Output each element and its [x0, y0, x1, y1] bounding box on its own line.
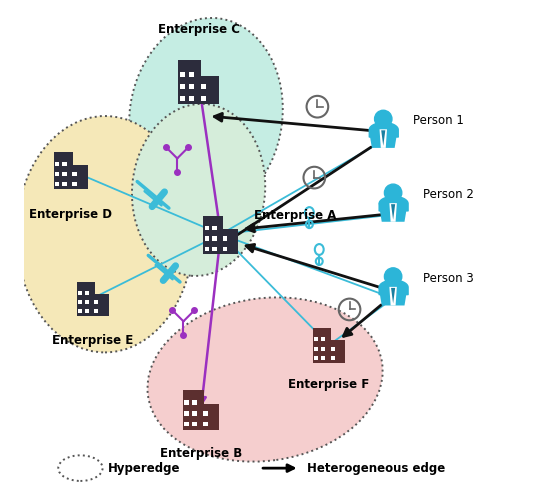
FancyBboxPatch shape: [188, 96, 194, 101]
FancyBboxPatch shape: [94, 309, 98, 313]
FancyBboxPatch shape: [78, 300, 82, 304]
FancyBboxPatch shape: [321, 357, 325, 361]
FancyBboxPatch shape: [72, 172, 77, 176]
FancyBboxPatch shape: [212, 236, 217, 241]
FancyBboxPatch shape: [203, 411, 208, 416]
FancyBboxPatch shape: [321, 337, 325, 342]
FancyBboxPatch shape: [185, 411, 189, 416]
FancyBboxPatch shape: [68, 165, 87, 189]
Text: Heterogeneous edge: Heterogeneous edge: [307, 462, 445, 475]
Polygon shape: [389, 203, 397, 222]
Polygon shape: [379, 287, 408, 305]
FancyBboxPatch shape: [77, 282, 95, 316]
FancyBboxPatch shape: [78, 309, 82, 313]
FancyBboxPatch shape: [178, 60, 201, 105]
Circle shape: [384, 268, 402, 285]
FancyBboxPatch shape: [185, 400, 189, 405]
FancyBboxPatch shape: [314, 347, 319, 351]
FancyBboxPatch shape: [85, 291, 89, 295]
Text: Enterprise D: Enterprise D: [29, 208, 112, 221]
Polygon shape: [381, 130, 386, 146]
FancyBboxPatch shape: [62, 162, 66, 166]
Polygon shape: [380, 129, 387, 148]
FancyBboxPatch shape: [72, 182, 77, 186]
FancyBboxPatch shape: [180, 72, 185, 77]
FancyBboxPatch shape: [201, 96, 206, 101]
Ellipse shape: [147, 297, 383, 462]
Text: Enterprise E: Enterprise E: [52, 334, 133, 347]
FancyBboxPatch shape: [180, 84, 185, 89]
Text: Person 3: Person 3: [423, 272, 474, 285]
FancyBboxPatch shape: [62, 172, 66, 176]
Text: Hyperedge: Hyperedge: [107, 462, 180, 475]
FancyBboxPatch shape: [205, 236, 209, 241]
FancyBboxPatch shape: [94, 300, 98, 304]
FancyBboxPatch shape: [331, 357, 335, 361]
FancyBboxPatch shape: [212, 226, 217, 230]
Polygon shape: [369, 129, 398, 148]
FancyBboxPatch shape: [205, 226, 209, 230]
Polygon shape: [379, 203, 408, 222]
FancyBboxPatch shape: [222, 247, 227, 251]
Ellipse shape: [16, 116, 194, 353]
FancyBboxPatch shape: [222, 236, 227, 241]
FancyBboxPatch shape: [85, 309, 89, 313]
FancyBboxPatch shape: [55, 182, 59, 186]
FancyBboxPatch shape: [201, 84, 206, 89]
FancyBboxPatch shape: [185, 422, 189, 426]
FancyBboxPatch shape: [199, 404, 219, 430]
FancyBboxPatch shape: [55, 172, 59, 176]
FancyBboxPatch shape: [203, 216, 223, 254]
FancyBboxPatch shape: [314, 357, 319, 361]
FancyBboxPatch shape: [195, 76, 219, 105]
Text: Person 2: Person 2: [423, 188, 474, 201]
Circle shape: [375, 110, 392, 127]
Polygon shape: [391, 204, 395, 220]
Ellipse shape: [129, 18, 283, 214]
FancyBboxPatch shape: [53, 152, 73, 189]
FancyBboxPatch shape: [188, 72, 194, 77]
FancyBboxPatch shape: [188, 84, 194, 89]
FancyBboxPatch shape: [78, 291, 82, 295]
FancyBboxPatch shape: [180, 96, 185, 101]
Ellipse shape: [132, 104, 265, 276]
Circle shape: [384, 184, 402, 202]
FancyBboxPatch shape: [203, 422, 208, 426]
FancyBboxPatch shape: [205, 247, 209, 251]
FancyBboxPatch shape: [192, 422, 197, 426]
Polygon shape: [391, 288, 395, 303]
FancyBboxPatch shape: [55, 162, 59, 166]
FancyBboxPatch shape: [327, 341, 346, 363]
FancyBboxPatch shape: [314, 337, 319, 342]
Text: Enterprise C: Enterprise C: [158, 23, 240, 36]
Text: Enterprise A: Enterprise A: [254, 209, 336, 222]
FancyBboxPatch shape: [212, 247, 217, 251]
FancyBboxPatch shape: [91, 294, 109, 316]
FancyBboxPatch shape: [183, 390, 204, 430]
FancyBboxPatch shape: [192, 411, 197, 416]
FancyBboxPatch shape: [313, 328, 332, 363]
FancyBboxPatch shape: [62, 182, 66, 186]
FancyBboxPatch shape: [85, 300, 89, 304]
FancyBboxPatch shape: [331, 347, 335, 351]
FancyBboxPatch shape: [192, 400, 197, 405]
Text: Enterprise B: Enterprise B: [160, 447, 242, 460]
Polygon shape: [389, 287, 397, 305]
FancyBboxPatch shape: [218, 229, 239, 254]
Text: Person 1: Person 1: [413, 115, 464, 127]
FancyBboxPatch shape: [321, 347, 325, 351]
Text: Enterprise F: Enterprise F: [288, 378, 370, 391]
